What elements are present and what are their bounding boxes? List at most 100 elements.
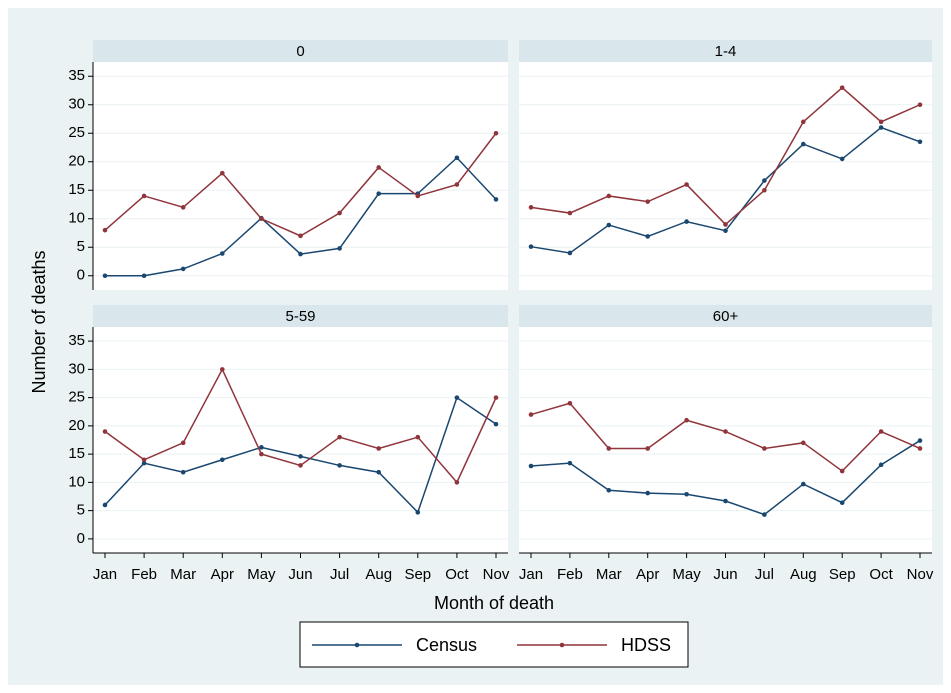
y-tick-label: 30 — [68, 96, 85, 113]
x-tick-label: Oct — [869, 566, 893, 583]
x-tick-label: Mar — [596, 566, 622, 583]
x-tick-label: Jan — [519, 566, 543, 583]
x-tick-label: Jul — [755, 566, 774, 583]
y-tick-label: 25 — [68, 389, 85, 406]
legend-marker — [354, 642, 360, 648]
x-tick-label: Nov — [907, 566, 934, 583]
y-tick-label: 35 — [68, 67, 85, 84]
point — [839, 156, 845, 162]
point — [839, 85, 845, 90]
point — [454, 155, 460, 161]
point — [454, 182, 460, 187]
point — [528, 412, 534, 417]
point — [567, 460, 573, 466]
point — [141, 460, 147, 466]
point — [684, 219, 689, 224]
point — [493, 395, 499, 400]
point — [723, 429, 728, 434]
point — [801, 481, 806, 487]
point — [878, 462, 884, 468]
point — [141, 457, 147, 463]
panel-title: 1-4 — [715, 43, 737, 60]
point — [878, 119, 884, 125]
point — [839, 468, 845, 474]
point — [723, 222, 728, 227]
x-tick-label: Nov — [483, 566, 510, 583]
point — [493, 130, 499, 136]
x-tick-label: Oct — [445, 566, 469, 583]
x-tick-label: Jan — [93, 566, 117, 583]
point — [493, 197, 499, 202]
y-tick-label: 10 — [68, 210, 85, 227]
point — [454, 480, 460, 485]
point — [606, 222, 612, 228]
point — [141, 273, 147, 279]
point — [917, 139, 923, 145]
point — [801, 141, 806, 147]
x-tick-label: Apr — [211, 566, 234, 583]
y-tick-label: 10 — [68, 473, 85, 490]
point — [376, 469, 382, 475]
point — [878, 125, 884, 130]
point — [645, 199, 650, 204]
point — [723, 228, 728, 234]
y-tick-label: 0 — [77, 267, 85, 284]
point — [528, 463, 534, 469]
point — [102, 429, 108, 434]
point — [684, 417, 689, 423]
point — [298, 233, 303, 239]
x-tick-label: May — [247, 566, 276, 583]
point — [102, 502, 108, 508]
point — [645, 446, 650, 451]
panel-title: 0 — [296, 43, 304, 60]
point — [259, 451, 264, 457]
panel-header — [519, 305, 932, 327]
point — [180, 440, 186, 446]
point — [801, 119, 806, 125]
point — [298, 454, 303, 459]
panel-title: 5-59 — [285, 308, 315, 325]
y-tick-label: 25 — [68, 124, 85, 141]
point — [606, 487, 612, 493]
point — [801, 440, 806, 446]
point — [723, 498, 728, 504]
point — [102, 227, 108, 233]
point — [606, 193, 612, 199]
x-axis-label: Month of death — [434, 593, 554, 613]
plot-area — [519, 62, 932, 290]
point — [528, 205, 534, 210]
x-tick-label: Aug — [365, 566, 392, 583]
point — [762, 446, 767, 451]
point — [567, 400, 573, 406]
point — [762, 178, 767, 183]
plot-area — [519, 327, 932, 553]
x-tick-label: Jun — [713, 566, 737, 583]
legend-marker — [559, 642, 565, 648]
x-tick-label: Jul — [330, 566, 349, 583]
point — [337, 246, 342, 251]
y-tick-label: 35 — [68, 332, 85, 349]
x-tick-label: Mar — [170, 566, 196, 583]
y-tick-label: 20 — [68, 417, 85, 434]
point — [102, 273, 108, 279]
point — [917, 438, 923, 443]
point — [337, 210, 342, 216]
x-tick-label: Sep — [829, 566, 856, 583]
panel-header — [93, 305, 508, 327]
point — [839, 500, 845, 506]
point — [180, 266, 186, 272]
point — [298, 251, 303, 257]
point — [454, 395, 460, 400]
point — [606, 446, 612, 451]
y-tick-label: 20 — [68, 153, 85, 170]
point — [376, 191, 382, 196]
panel-header — [93, 40, 508, 62]
y-tick-label: 30 — [68, 360, 85, 377]
point — [567, 210, 573, 216]
point — [684, 491, 689, 497]
point — [337, 434, 342, 440]
y-tick-label: 5 — [77, 502, 85, 519]
legend-label: Census — [416, 635, 477, 655]
y-tick-label: 0 — [77, 530, 85, 547]
point — [493, 421, 499, 427]
